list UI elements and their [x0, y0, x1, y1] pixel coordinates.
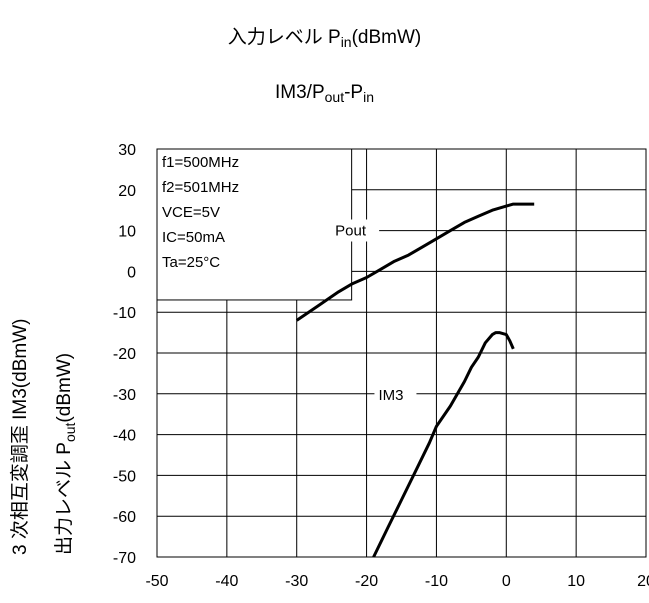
condition-vce: VCE=5V: [162, 204, 220, 221]
x-tick-label: 0: [502, 573, 511, 590]
y-axis-label-pout: 出力レベル Pout(dBmW): [53, 353, 78, 555]
series-label-pout: Pout: [335, 222, 367, 239]
y-tick-label: 20: [118, 183, 136, 200]
y-tick-label: 30: [118, 142, 136, 159]
condition-f2: f2=501MHz: [162, 179, 239, 196]
y-tick-label: -50: [113, 468, 136, 485]
x-tick-label: -10: [425, 573, 448, 590]
y-tick-label: -60: [113, 509, 136, 526]
y-tick-label: 10: [118, 224, 136, 241]
condition-ta: Ta=25°C: [162, 254, 220, 271]
y-axis-label-im3: 3 次相互変調歪 IM3(dBmW): [9, 319, 31, 555]
x-tick-label: -40: [215, 573, 238, 590]
y-tick-label: -10: [113, 305, 136, 322]
series-line-im3: [374, 333, 514, 557]
x-tick-label: -20: [355, 573, 378, 590]
y-tick-label: 0: [127, 264, 136, 281]
conditions-box: f1=500MHz f2=501MHz VCE=5V IC=50mA Ta=25…: [157, 149, 352, 300]
y-tick-label: -30: [113, 387, 136, 404]
x-tick-label: 20: [637, 573, 649, 590]
x-tick-label: 10: [567, 573, 585, 590]
y-tick-label: -40: [113, 428, 136, 445]
series-label-im3: IM3: [378, 387, 403, 404]
y-tick-label: -70: [113, 550, 136, 567]
y-tick-label: -20: [113, 346, 136, 363]
x-tick-label: -50: [145, 573, 168, 590]
condition-f1: f1=500MHz: [162, 154, 239, 171]
series-label-im3-group: IM3: [374, 384, 416, 406]
condition-ic: IC=50mA: [162, 229, 225, 246]
series-label-pout-group: Pout: [331, 219, 379, 241]
x-tick-label: -30: [285, 573, 308, 590]
